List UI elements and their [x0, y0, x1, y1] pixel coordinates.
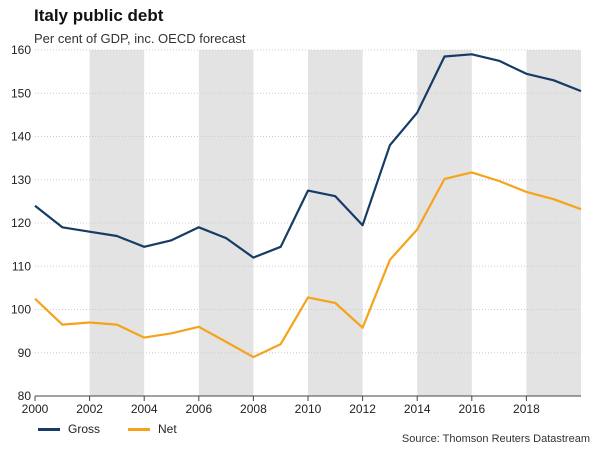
x-tick-label-2012: 2012: [349, 402, 376, 416]
chart-title: Italy public debt: [34, 6, 164, 25]
y-tick-label-150: 150: [11, 86, 31, 100]
x-tick-label-2002: 2002: [76, 402, 103, 416]
legend-swatch-gross: [38, 427, 60, 431]
chart-subtitle: Per cent of GDP, inc. OECD forecast: [34, 31, 246, 46]
x-tick-label-2000: 2000: [22, 402, 49, 416]
y-tick-label-120: 120: [11, 216, 31, 230]
y-tick-label-130: 130: [11, 173, 31, 187]
y-tick-label-110: 110: [12, 259, 31, 273]
legend-label-net: Net: [158, 422, 177, 436]
x-tick-label-2004: 2004: [131, 402, 158, 416]
y-axis: 80 90 100 110 120 130 140 150 160: [11, 43, 31, 403]
y-tick-label-100: 100: [11, 303, 31, 317]
x-tick-label-2016: 2016: [458, 402, 485, 416]
shaded-band-3: [417, 50, 472, 396]
y-tick-label-80: 80: [18, 389, 32, 403]
x-tick-label-2006: 2006: [185, 402, 212, 416]
x-tick-label-2008: 2008: [240, 402, 267, 416]
series-lines: [34, 53, 582, 359]
source-note: Source: Thomson Reuters Datastream: [401, 433, 590, 445]
x-tick-label-2010: 2010: [295, 402, 322, 416]
x-tick-label-2014: 2014: [404, 402, 431, 416]
series-line-net: [34, 171, 582, 359]
y-tick-label-140: 140: [11, 130, 31, 144]
legend-swatch-net: [128, 427, 151, 431]
shaded-bands: [89, 50, 581, 396]
y-tick-label-90: 90: [18, 346, 32, 360]
shaded-band-4: [526, 50, 581, 396]
x-tick-label-2018: 2018: [513, 402, 540, 416]
y-tick-label-160: 160: [11, 43, 31, 57]
series-line-gross: [34, 53, 582, 259]
legend-label-gross: Gross: [68, 422, 101, 436]
legend: Gross Net: [38, 422, 205, 436]
legend-item-net: Net: [128, 422, 177, 436]
legend-item-gross: Gross: [38, 422, 100, 436]
shaded-band-1: [198, 50, 254, 396]
x-axis: 2000 2002 2004 2006 2008 2010 2012 2014 2016 2018: [22, 396, 540, 416]
